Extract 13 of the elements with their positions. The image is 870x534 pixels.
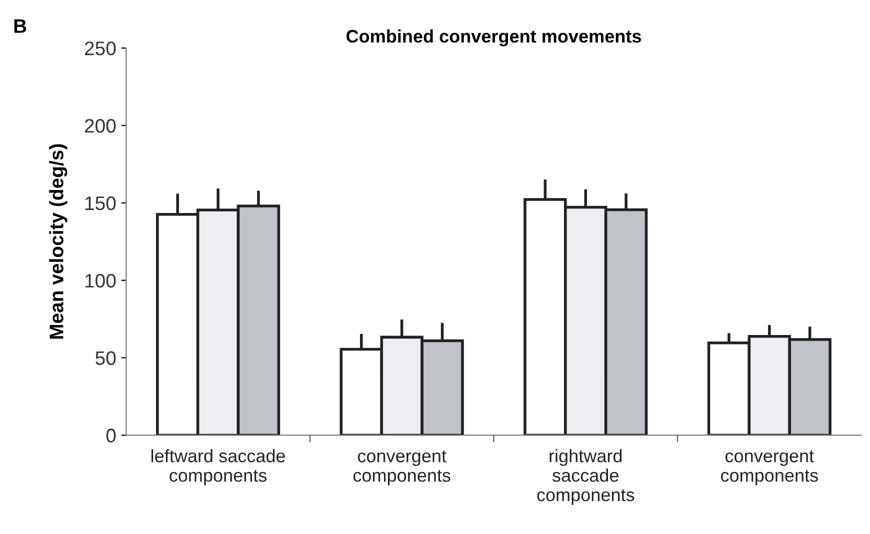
y-tick-label: 100 (85, 274, 116, 288)
chart-title: Combined convergent movements (346, 29, 641, 46)
x-tick-label: convergent components (720, 450, 818, 486)
y-tick-label: 150 (85, 196, 116, 210)
x-tick-label: rightward saccade components (537, 449, 634, 505)
x-tick-label: leftward saccade components (152, 449, 285, 486)
y-tick-label: 0 (106, 428, 116, 442)
y-tick-label: 50 (96, 351, 116, 366)
y-tick-label: 200 (84, 118, 116, 133)
y-axis-title: Mean velocity (deg/s) (49, 144, 68, 339)
x-tick-label: convergent components (353, 450, 450, 486)
text: B (14, 19, 26, 33)
y-tick-label: 250 (84, 42, 116, 56)
